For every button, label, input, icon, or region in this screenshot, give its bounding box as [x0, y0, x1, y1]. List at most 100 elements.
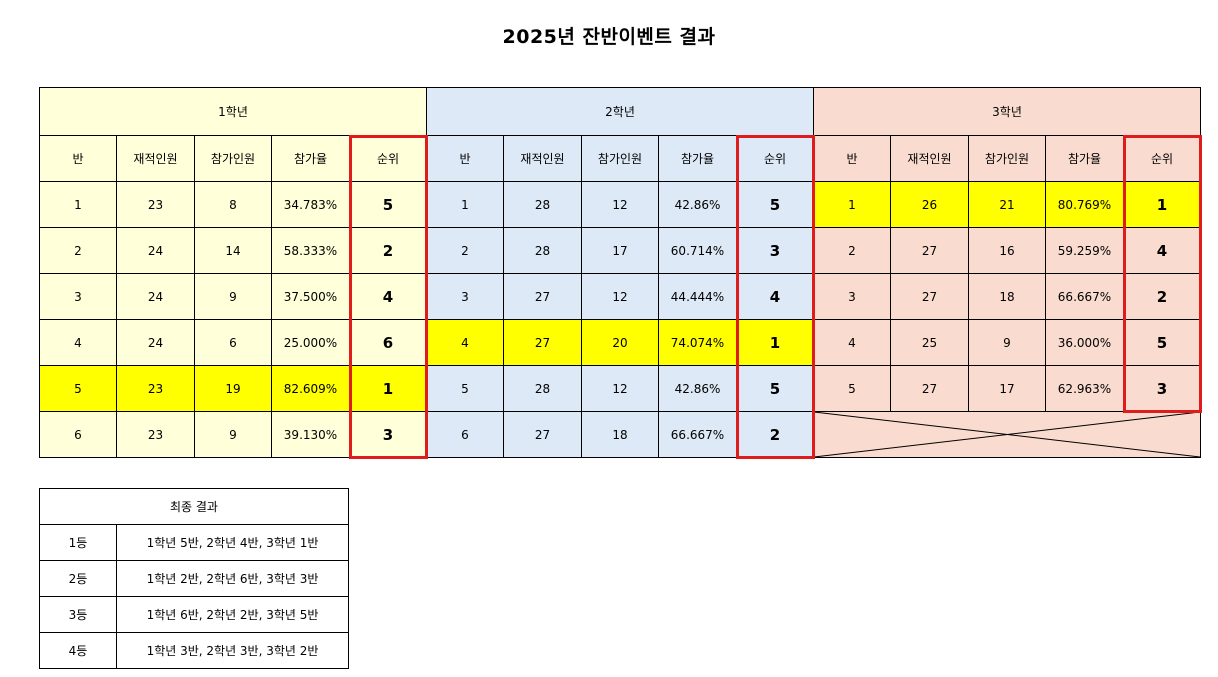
cell-rate: 58.333%	[271, 227, 350, 274]
cell-rate: 39.130%	[271, 411, 350, 458]
column-header-rate: 참가율	[658, 135, 737, 182]
results-table: 1학년 2학년 3학년 반 재적인원 참가인원 참가율 순위 반 재적인원 참가인원 참가율 순위 반 재적…	[39, 87, 1201, 458]
table-row: 4 24 6 25.000% 6 4 27 20 74.074% 1 4 25 9 36.000% 5	[39, 319, 1201, 366]
final-classes: 1학년 5반, 2학년 4반, 3학년 1반	[116, 524, 349, 561]
cell-class: 3	[813, 273, 891, 320]
cell-rate: 36.000%	[1045, 319, 1124, 366]
cell-enrolled: 27	[890, 365, 969, 412]
cell-participants: 17	[968, 365, 1046, 412]
column-header-enrolled: 재적인원	[503, 135, 582, 182]
table-row: 1 23 8 34.783% 5 1 28 12 42.86% 5 1 26 21 80.769% 1	[39, 181, 1201, 228]
cell-rate: 66.667%	[658, 411, 737, 458]
cell-rank: 5	[736, 181, 814, 228]
cell-participants: 20	[581, 319, 659, 366]
cell-class: 4	[813, 319, 891, 366]
cell-enrolled: 25	[890, 319, 969, 366]
cell-rank: 3	[349, 411, 427, 458]
cell-participants: 12	[581, 365, 659, 412]
cell-rate: 82.609%	[271, 365, 350, 412]
cell-rank: 5	[1123, 319, 1201, 366]
column-header-enrolled: 재적인원	[890, 135, 969, 182]
cell-enrolled: 24	[116, 227, 195, 274]
cell-participants: 8	[194, 181, 272, 228]
final-classes: 1학년 2반, 2학년 6반, 3학년 3반	[116, 560, 349, 597]
cell-class: 6	[426, 411, 504, 458]
cell-class: 1	[426, 181, 504, 228]
cell-enrolled: 27	[890, 273, 969, 320]
table-row: 5 23 19 82.609% 1 5 28 12 42.86% 5 5 27 17 62.963% 3	[39, 365, 1201, 412]
grade-header-2: 2학년	[426, 87, 814, 136]
cell-enrolled: 28	[503, 227, 582, 274]
column-header-participants: 참가인원	[968, 135, 1046, 182]
cell-rank: 3	[1123, 365, 1201, 412]
final-place: 4등	[39, 632, 117, 669]
cell-rate: 37.500%	[271, 273, 350, 320]
cell-enrolled: 26	[890, 181, 969, 228]
cell-participants: 21	[968, 181, 1046, 228]
cell-participants: 18	[581, 411, 659, 458]
cell-rate: 44.444%	[658, 273, 737, 320]
final-place: 1등	[39, 524, 117, 561]
empty-crossed-cell	[813, 411, 1201, 458]
cell-participants: 12	[581, 273, 659, 320]
cell-participants: 16	[968, 227, 1046, 274]
cell-rank: 4	[1123, 227, 1201, 274]
cell-rate: 66.667%	[1045, 273, 1124, 320]
final-classes: 1학년 6반, 2학년 2반, 3학년 5반	[116, 596, 349, 633]
cell-enrolled: 23	[116, 181, 195, 228]
column-header-enrolled: 재적인원	[116, 135, 195, 182]
column-header-rank: 순위	[736, 135, 814, 182]
final-results-table: 최종 결과 1등 1학년 5반, 2학년 4반, 3학년 1반 2등 1학년 2반, …	[39, 488, 349, 669]
cell-class: 5	[813, 365, 891, 412]
cell-class: 2	[813, 227, 891, 274]
cell-rank: 2	[349, 227, 427, 274]
cell-class: 6	[39, 411, 117, 458]
cell-participants: 6	[194, 319, 272, 366]
column-header-participants: 참가인원	[194, 135, 272, 182]
cell-participants: 9	[194, 273, 272, 320]
cell-rank: 5	[736, 365, 814, 412]
cell-rank: 1	[736, 319, 814, 366]
cell-enrolled: 27	[890, 227, 969, 274]
cell-class: 3	[39, 273, 117, 320]
cell-rank: 2	[736, 411, 814, 458]
cell-class: 1	[813, 181, 891, 228]
final-classes: 1학년 3반, 2학년 3반, 3학년 2반	[116, 632, 349, 669]
column-header-rank: 순위	[1123, 135, 1201, 182]
column-header-rate: 참가율	[1045, 135, 1124, 182]
column-header-class: 반	[39, 135, 117, 182]
cell-class: 2	[39, 227, 117, 274]
grade-header-1: 1학년	[39, 87, 427, 136]
cell-participants: 14	[194, 227, 272, 274]
cell-rate: 34.783%	[271, 181, 350, 228]
cell-rank: 3	[736, 227, 814, 274]
cell-rate: 25.000%	[271, 319, 350, 366]
cell-class: 1	[39, 181, 117, 228]
cell-class: 5	[426, 365, 504, 412]
cell-rank: 4	[736, 273, 814, 320]
cell-class: 4	[39, 319, 117, 366]
cell-participants: 18	[968, 273, 1046, 320]
cell-rank: 2	[1123, 273, 1201, 320]
cell-participants: 12	[581, 181, 659, 228]
cell-rank: 1	[1123, 181, 1201, 228]
cell-enrolled: 27	[503, 319, 582, 366]
cell-enrolled: 24	[116, 273, 195, 320]
grade-header-3: 3학년	[813, 87, 1201, 136]
cell-rate: 60.714%	[658, 227, 737, 274]
cell-class: 4	[426, 319, 504, 366]
cell-participants: 19	[194, 365, 272, 412]
cell-enrolled: 27	[503, 411, 582, 458]
final-row: 4등 1학년 3반, 2학년 3반, 3학년 2반	[39, 632, 349, 669]
cell-rate: 42.86%	[658, 181, 737, 228]
final-row: 2등 1학년 2반, 2학년 6반, 3학년 3반	[39, 560, 349, 597]
cell-participants: 9	[194, 411, 272, 458]
cell-rank: 4	[349, 273, 427, 320]
column-header-participants: 참가인원	[581, 135, 659, 182]
column-header-rank: 순위	[349, 135, 427, 182]
cell-enrolled: 28	[503, 365, 582, 412]
cell-rate: 74.074%	[658, 319, 737, 366]
cell-participants: 9	[968, 319, 1046, 366]
cell-rank: 5	[349, 181, 427, 228]
column-header-rate: 참가율	[271, 135, 350, 182]
